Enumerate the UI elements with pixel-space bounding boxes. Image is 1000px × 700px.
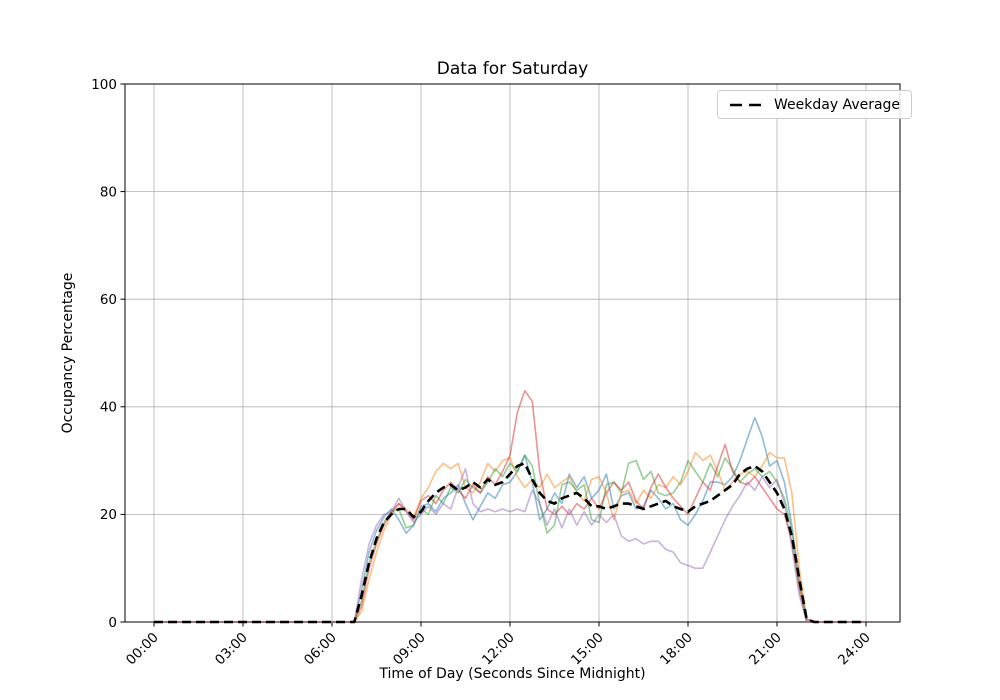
x-tick-label: 18:00 <box>657 630 696 669</box>
y-tick-label: 40 <box>100 400 117 416</box>
y-tick-label: 20 <box>100 507 117 523</box>
x-tick-label: 21:00 <box>746 630 785 669</box>
x-tick-label: 06:00 <box>301 630 340 669</box>
y-tick-label: 0 <box>108 615 117 631</box>
x-tick-label: 09:00 <box>390 630 429 669</box>
x-tick-label: 03:00 <box>212 630 251 669</box>
y-tick-label: 80 <box>100 184 117 200</box>
y-tick-label: 60 <box>100 292 117 308</box>
dashed-line-icon <box>730 103 764 106</box>
legend: Weekday Average <box>717 90 913 119</box>
legend-label: Weekday Average <box>774 96 901 113</box>
axes-frame <box>124 83 901 623</box>
x-axis-label: Time of Day (Seconds Since Midnight) <box>379 666 646 682</box>
series-weekday-average <box>154 461 866 624</box>
x-tick-label: 00:00 <box>123 630 162 669</box>
x-tick-label: 24:00 <box>835 630 874 669</box>
y-axis-label: Occupancy Percentage <box>60 272 76 434</box>
chart-title: Data for Saturday <box>436 59 589 79</box>
y-tick-label: 100 <box>91 77 117 93</box>
x-tick-label: 12:00 <box>479 630 518 669</box>
x-tick-label: 15:00 <box>568 630 607 669</box>
